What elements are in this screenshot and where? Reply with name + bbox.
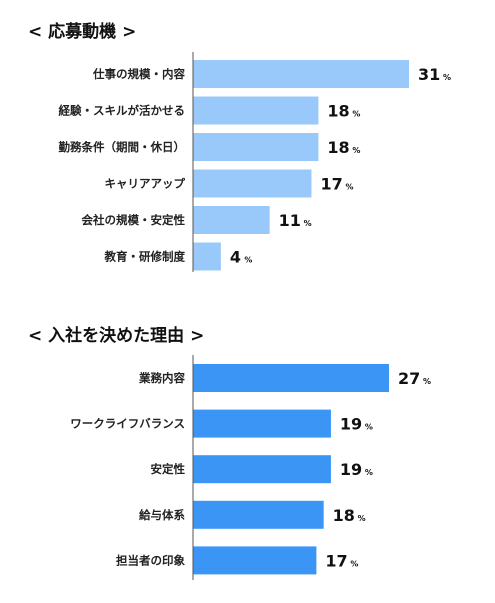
chart-1-category-label: 会社の規模・安定性 [81, 213, 186, 227]
chart-2-value-label: 17 [325, 551, 347, 570]
chart-1-bar [193, 169, 312, 198]
chart-1-unit-label: % [443, 73, 451, 82]
chart-1-unit-label: % [304, 219, 312, 228]
chart-2-unit-label: % [365, 468, 373, 477]
chart-2-category-label: 業務内容 [138, 371, 185, 385]
chart-2-value-label: 18 [333, 506, 355, 525]
chart-2-unit-label: % [358, 514, 366, 523]
chart-2-bar [193, 364, 389, 392]
chart-2-category-label: 給与体系 [139, 508, 185, 522]
chart-1-category-label: キャリアアップ [105, 177, 186, 191]
chart-2-unit-label: % [423, 377, 431, 386]
chart-1-bar [193, 96, 319, 125]
chart-2-category-label: ワークライフバランス [70, 417, 185, 431]
chart-2-bar [193, 546, 317, 575]
chart-2-unit-label: % [365, 423, 373, 432]
chart-2-title: < 入社を決めた理由 > [28, 325, 204, 346]
chart-1-value-label: 17 [320, 175, 342, 194]
chart-1-bar [193, 242, 221, 271]
chart-2-bar [193, 500, 324, 529]
chart-1-bar [193, 133, 319, 161]
chart-1-value-label: 18 [327, 102, 349, 121]
chart-2-value-label: 19 [340, 460, 362, 479]
chart-1-title: < 応募動機 > [28, 21, 136, 42]
chart-2-value-label: 19 [340, 415, 362, 434]
chart-1-unit-label: % [244, 256, 252, 265]
chart-1-category-label: 経験・スキルが活かせる [59, 104, 186, 118]
chart-1-value-label: 18 [327, 138, 349, 157]
chart-1-unit-label: % [345, 183, 353, 192]
chart-2-bar [193, 455, 331, 484]
chart-2-unit-label: % [350, 559, 358, 568]
chart-1-category-label: 教育・研修制度 [104, 250, 186, 264]
chart-2-bar [193, 409, 331, 438]
chart-2-category-label: 担当者の印象 [116, 553, 185, 567]
chart-1-unit-label: % [352, 146, 360, 155]
chart-1-value-label: 4 [230, 248, 241, 267]
chart-2-value-label: 27 [398, 369, 420, 388]
chart-1-category-label: 仕事の規模・内容 [92, 67, 185, 81]
chart-2-category-label: 安定性 [151, 462, 186, 476]
chart-1-bar [193, 60, 409, 88]
chart-1-value-label: 31 [418, 65, 440, 84]
chart-1-category-label: 勤務条件（期間・休日） [59, 140, 186, 154]
chart-1-value-label: 11 [279, 211, 301, 230]
chart-1-unit-label: % [352, 110, 360, 119]
chart-1-bar [193, 206, 270, 234]
